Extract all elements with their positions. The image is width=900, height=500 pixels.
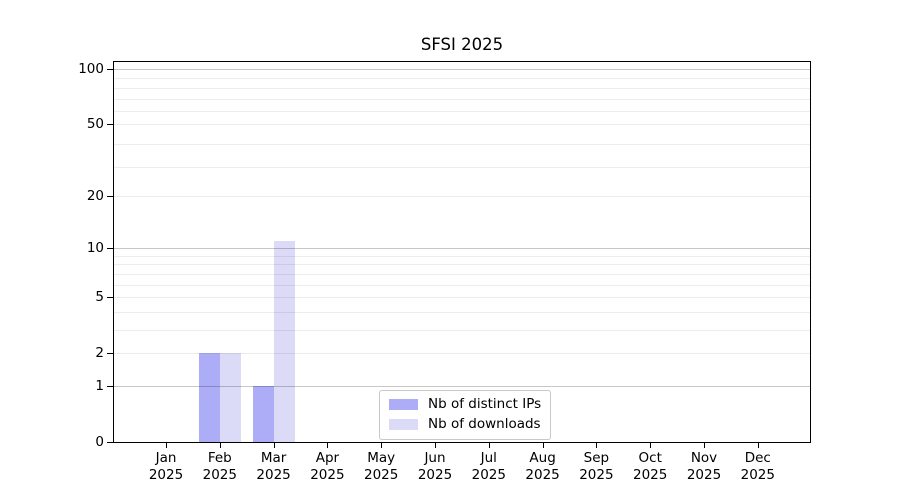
gridline-minor — [114, 195, 810, 197]
y-tick-mark — [107, 386, 113, 387]
gridline-minor — [114, 124, 810, 126]
gridline-minor — [114, 273, 810, 275]
axis-ticks-layer: 0 1 2 5 10 20 50 100 Jan 2025 Feb 2025 Mar 2025 Apr… — [78, 61, 810, 483]
bar-nb-of-downloads-mar — [273, 241, 295, 442]
gridline-minor — [114, 255, 810, 257]
x-tick-mark — [435, 442, 436, 448]
x-tick-mark — [327, 442, 329, 448]
x-tick-mark — [381, 442, 383, 448]
x-tick-mark — [273, 442, 275, 448]
y-tick-label: 50 — [86, 116, 104, 133]
gridline-minor — [114, 264, 810, 266]
x-tick-mark — [650, 442, 652, 448]
gridline-major — [114, 69, 810, 70]
y-tick-label: 100 — [78, 61, 104, 77]
x-tick-label-dec: Dec 2025 — [740, 450, 775, 483]
y-tick-mark — [107, 69, 113, 70]
x-tick-label-mar: Mar 2025 — [256, 450, 291, 483]
x-tick-mark — [704, 442, 705, 448]
y-tick-label: 10 — [86, 240, 104, 257]
y-tick-label: 20 — [86, 187, 104, 204]
bar-nb-of-distinct-ips-feb — [198, 353, 220, 442]
y-tick-mark — [107, 124, 113, 126]
y-tick-mark — [107, 442, 113, 443]
x-tick-label-apr: Apr 2025 — [310, 450, 345, 483]
chart-title: SFSI 2025 — [420, 35, 504, 54]
legend-row: Nb of distinct IPs — [389, 397, 541, 412]
gridline-minor — [114, 353, 810, 355]
gridline-minor — [114, 98, 810, 100]
bar-nb-of-distinct-ips-mar — [252, 386, 274, 442]
y-tick-label: 2 — [95, 345, 104, 362]
x-tick-label-sep: Sep 2025 — [579, 450, 614, 483]
legend-swatch — [389, 399, 418, 410]
x-tick-mark — [166, 442, 167, 448]
y-tick-label: 0 — [95, 434, 104, 450]
x-tick-mark — [488, 442, 490, 448]
gridline-minor — [114, 87, 810, 89]
x-tick-label-jan: Jan 2025 — [148, 450, 184, 483]
gridline-minor — [114, 111, 810, 113]
x-tick-mark — [757, 442, 759, 448]
gridline-major — [114, 386, 810, 387]
gridline-minor — [114, 78, 810, 80]
gridline-minor — [114, 167, 810, 169]
x-tick-label-nov: Nov 2025 — [686, 450, 722, 483]
legend-row: Nb of downloads — [389, 417, 541, 432]
x-tick-label-aug: Aug 2025 — [525, 450, 560, 483]
bars-layer — [114, 62, 810, 442]
x-tick-label-may: May 2025 — [364, 450, 399, 483]
gridline-minor — [114, 143, 810, 145]
legend-label: Nb of distinct IPs — [428, 396, 542, 412]
x-tick-mark — [542, 442, 544, 448]
x-tick-mark — [219, 442, 221, 448]
y-tick-label: 5 — [95, 289, 104, 306]
gridline-major — [114, 248, 810, 250]
bar-nb-of-downloads-feb — [219, 353, 241, 442]
y-tick-mark — [107, 297, 113, 299]
x-tick-mark — [596, 442, 598, 448]
gridline-minor — [114, 330, 810, 331]
legend-swatch — [389, 419, 418, 430]
y-tick-label: 1 — [95, 378, 104, 394]
y-tick-mark — [107, 248, 113, 250]
x-tick-label-oct: Oct 2025 — [633, 450, 668, 483]
x-tick-label-jun: Jun 2025 — [417, 450, 453, 483]
y-tick-mark — [107, 353, 113, 355]
gridline-minor — [114, 311, 810, 313]
gridline-minor — [114, 297, 810, 299]
plot-area: 0 1 2 5 10 20 50 100 Jan 2025 Feb 2025 Mar 2025 Apr… — [78, 61, 811, 483]
x-tick-label-jul: Jul 2025 — [471, 450, 506, 483]
grid-layer — [114, 62, 810, 442]
legend: Nb of distinct IPs Nb of downloads — [379, 390, 552, 440]
gridline-minor — [114, 284, 810, 286]
y-tick-mark — [107, 195, 113, 197]
legend-label: Nb of downloads — [428, 416, 541, 432]
x-tick-label-feb: Feb 2025 — [202, 450, 237, 483]
